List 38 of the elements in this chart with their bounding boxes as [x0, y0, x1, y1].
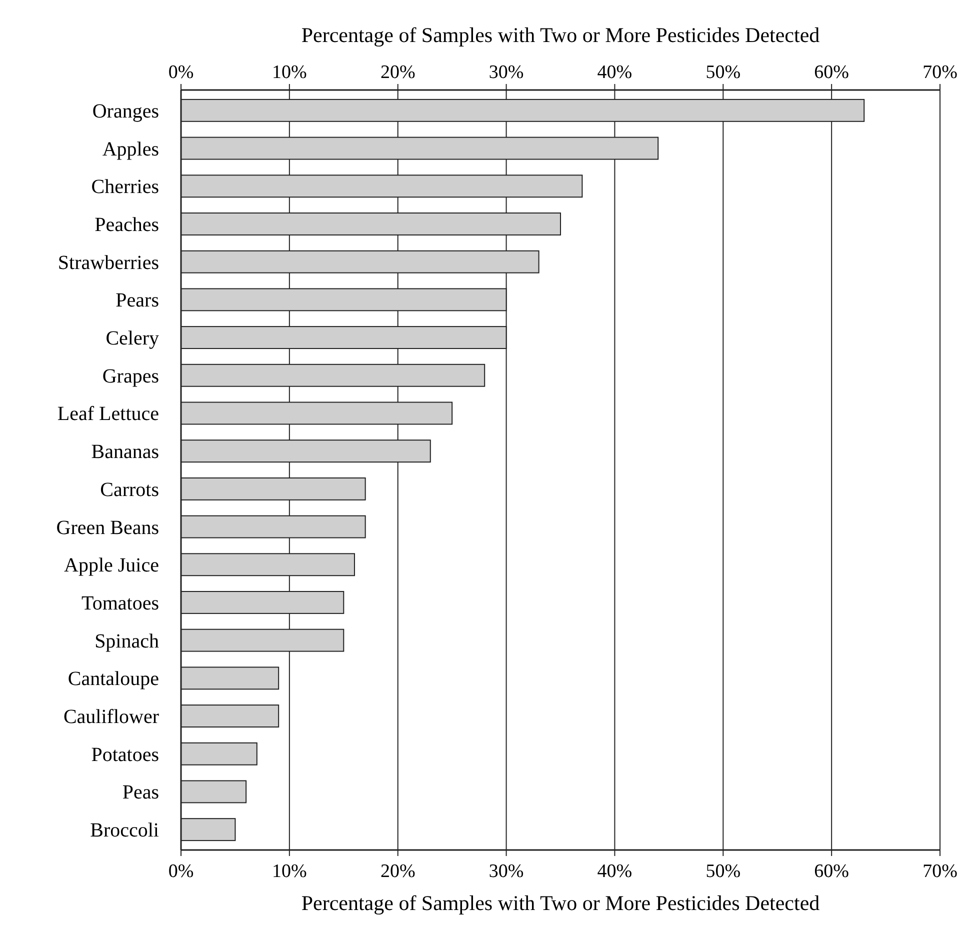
x2-tick-label: 30% [488, 861, 524, 882]
x-axis-title: Percentage of Samples with Two or More Pesticides Detected [301, 891, 820, 915]
y-tick-label: Green Beans [56, 516, 160, 539]
y-tick-label: Grapes [102, 365, 160, 388]
x-tick-label: 60% [814, 62, 850, 83]
x2-tick-label: 60% [814, 861, 850, 882]
y-tick-label: Tomatoes [82, 592, 160, 614]
y-tick-label: Cantaloupe [68, 668, 160, 690]
y-tick-label: Peaches [94, 214, 160, 236]
y-tick-label: Pears [116, 290, 160, 312]
y-tick-label: Strawberries [58, 252, 160, 274]
x-tick-label: 50% [706, 62, 741, 83]
y-tick-label: Broccoli [90, 820, 160, 842]
y-tick-label: Oranges [92, 100, 160, 122]
y-tick-label: Apples [102, 138, 160, 160]
x2-tick-label: 70% [922, 861, 958, 882]
y-tick-label: Bananas [91, 441, 160, 464]
y-tick-label: Cauliflower [63, 706, 160, 728]
x2-tick-label: 50% [706, 861, 741, 882]
x-tick-label: 40% [597, 62, 632, 83]
x-tick-label: 10% [272, 62, 308, 83]
y-tick-label: Peas [122, 782, 160, 804]
x2-tick-label: 10% [272, 861, 308, 882]
y-tick-label: Spinach [94, 630, 159, 652]
y-tick-label: Celery [106, 328, 159, 350]
x2-tick-label: 20% [380, 861, 416, 882]
x2-tick-label: 0% [168, 861, 194, 882]
y-tick-label: Leaf Lettuce [57, 403, 160, 426]
y-tick-label: Potatoes [91, 744, 160, 766]
x2-tick-label: 40% [597, 861, 632, 882]
x-tick-label: 20% [380, 62, 416, 83]
x2-axis-title: Percentage of Samples with Two or More Pesticides Detected [301, 23, 820, 47]
x-tick-label: 30% [488, 62, 524, 83]
y-tick-label: Carrots [100, 478, 160, 501]
y-tick-label: Apple Juice [64, 554, 160, 577]
x-tick-label: 0% [168, 62, 194, 83]
x-tick-label: 70% [922, 62, 958, 83]
y-tick-label: Cherries [91, 176, 160, 198]
